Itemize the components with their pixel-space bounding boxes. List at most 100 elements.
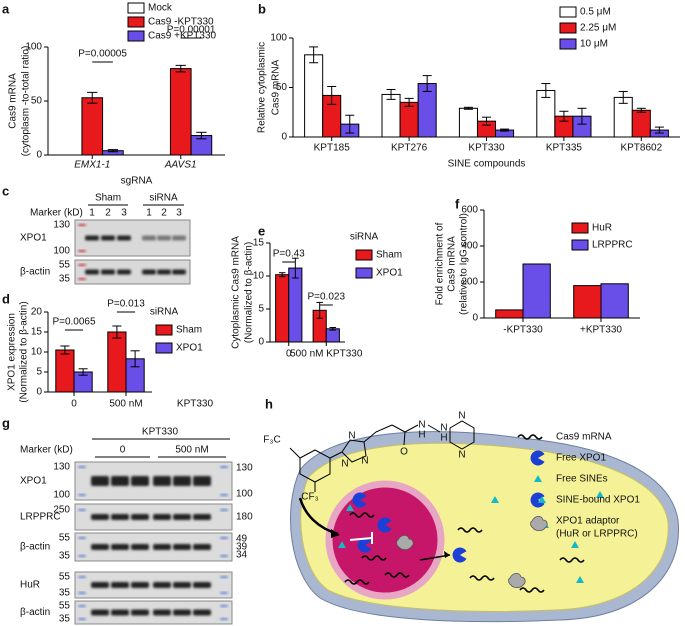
blot-band [153,476,171,486]
marker-header: Marker (kD) [30,208,83,219]
blot-band [78,250,86,252]
group-label: Sham [95,193,121,204]
blot-band [131,514,149,520]
y-tick-label: 50 [276,82,288,93]
marker-label: 35 [59,274,71,285]
bar [573,285,602,319]
blot-band [153,544,171,550]
blot-band [91,476,109,486]
blot-band [78,576,86,578]
atom-label: N [418,420,425,431]
legend-label: 0.5 μM [580,7,611,18]
blot-row-label: HuR [20,580,40,591]
atom-label: O [400,447,408,458]
y-axis-label: Cas9 mRNA [271,59,282,115]
x-tick-label: KPT335 [546,143,583,154]
lane-label: 1 [146,208,152,219]
p-value: P=0.00001 [167,25,216,36]
blot-band [78,509,86,511]
legend-label: Sham [176,325,202,336]
blot-band [173,476,191,486]
error-bar [112,325,122,339]
y-tick-label: 400 [461,241,478,252]
atom-label: N [341,459,348,470]
blot-row-label: β-actin [20,542,50,553]
error-bar [60,345,70,355]
error-bar [386,88,396,100]
blot-band [78,278,86,280]
y-axis-label: (Normalized to β-actin) [244,242,255,343]
legend-swatch [127,16,145,28]
blot-band [131,476,149,486]
atom-label: F₃C [263,435,280,446]
y-tick-label: 0 [36,387,42,398]
error-bar [87,91,98,104]
lane-label: 3 [121,208,127,219]
lane-label: 2 [161,208,167,219]
panel-letter: c [2,183,9,198]
p-value: P=0.00005 [78,49,127,60]
panel-letter: g [2,415,10,430]
error-bar [78,368,88,376]
marker-label: 55 [59,601,71,612]
error-bar [422,75,432,92]
blot-band [131,609,149,616]
blot-band [220,618,228,620]
panel-letter: a [2,1,10,16]
y-tick-label: 10 [31,347,43,358]
marker-label: 39 [236,542,248,553]
blot-band [91,609,109,616]
legend-swatch [559,38,577,50]
y-tick-label: 0 [472,313,478,324]
error-bar [309,46,319,64]
bar [522,263,551,319]
marker-label: 49 [236,534,248,545]
blot-band [173,544,191,550]
x-tick-label: 500 nM KPT330 [290,349,363,360]
x-tick-label: AAVS1 [164,160,197,171]
legend-swatch [127,2,145,14]
marker-label: 55 [59,572,71,583]
legend-label: SINE-bound XPO1 [556,495,640,506]
legend-label: Cas9 -KPT330 [148,17,214,28]
p-value: P=0.0065 [52,317,96,328]
legend-title: siRNA [350,232,379,243]
blot-band [78,224,86,226]
legend-label: Cas9 mRNA [556,432,612,443]
blot-band [78,605,86,607]
atom-label: H [440,433,447,444]
blot-band [78,592,86,594]
x-tick-label: EMX1-1 [74,160,110,171]
legend-swatch [559,22,577,34]
blot-band [78,494,86,496]
atom-label: N [458,411,465,422]
error-bar [577,107,587,125]
error-bar [327,86,337,105]
blot-band [173,514,191,520]
legend-label: XPO1 [376,268,403,279]
blot-band [220,466,228,468]
p-value: P=0.013 [107,299,145,310]
bar [81,97,104,156]
atom-label: N [361,456,368,467]
y-tick-label: 5 [36,367,42,378]
error-bar [559,110,569,122]
bar [399,101,419,138]
blot-band [173,582,191,588]
blot-row-label: LRPPRC [20,512,61,523]
atom-label: CF₃ [301,492,318,503]
y-axis-label: Cytoplasmic Cas9 mRNA [231,236,242,349]
y-tick-label: 200 [461,277,478,288]
y-tick-label: 0 [36,150,42,161]
blot-row-label: β-actin [20,267,50,278]
y-tick-label: 0 [258,337,264,348]
blot-band [142,235,156,241]
error-bar [618,90,628,104]
blot-band [78,555,86,557]
error-bar [278,272,286,278]
bar [495,309,524,319]
marker-label: 100 [53,490,70,501]
blot-band [78,537,86,539]
y-axis-label: Relative cytoplasmic [257,42,268,133]
